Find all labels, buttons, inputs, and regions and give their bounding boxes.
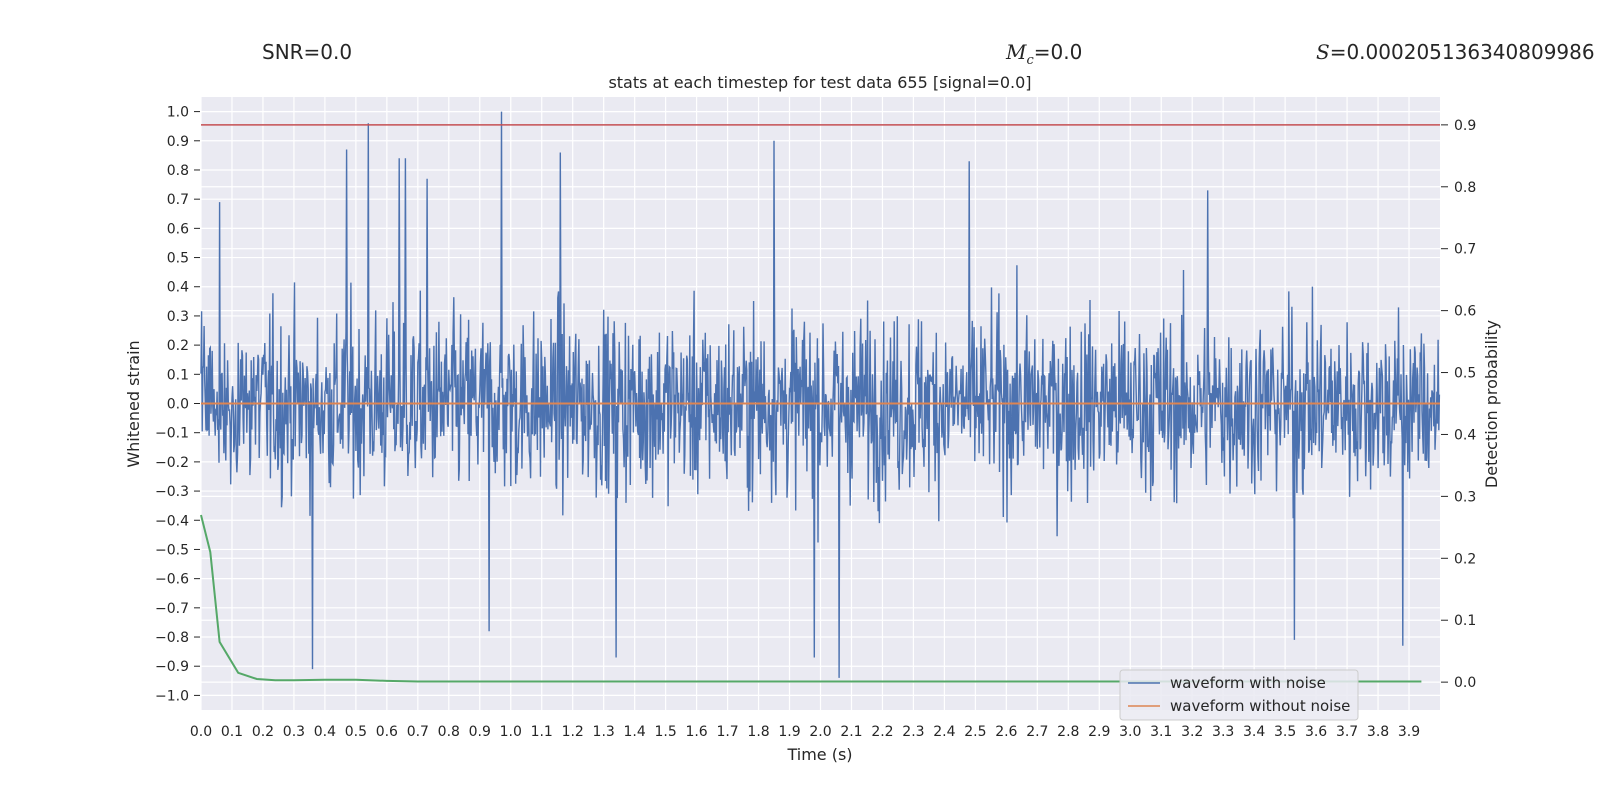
grid (200, 97, 1440, 710)
x-tick-label: 2.6 (995, 724, 1017, 740)
y-tick-label: −0.2 (155, 455, 189, 471)
s-value: =0.000205136340809986 (1329, 40, 1595, 64)
x-tick-label: 1.8 (747, 724, 769, 740)
x-tick-label: 2.5 (964, 724, 986, 740)
y2-tick-label: 0.3 (1454, 489, 1476, 505)
x-tick-label: 2.7 (1026, 724, 1048, 740)
x-tick-label: 0.9 (469, 724, 491, 740)
y-tick-label: 0.6 (167, 221, 189, 237)
prob-line (200, 514, 1422, 683)
legend-label-noise: waveform with noise (1170, 674, 1326, 692)
x-tick-label: 2.9 (1088, 724, 1110, 740)
snr-label: SNR=0.0 (262, 40, 352, 64)
y-tick-label: 0.7 (167, 192, 189, 208)
legend-box (1119, 669, 1359, 721)
y2-tick-label: 0.6 (1454, 304, 1476, 320)
x-tick-label: 0.4 (314, 724, 336, 740)
x-tick-label: 0.8 (438, 724, 460, 740)
legend: waveform with noise waveform without noi… (1119, 669, 1359, 721)
x-tick-label: 3.4 (1243, 724, 1265, 740)
y2-tick-label: 0.5 (1454, 366, 1476, 382)
x-tick-label: 1.4 (624, 724, 646, 740)
y-tick-label: 0.5 (167, 251, 189, 267)
x-tick-label: 3.9 (1398, 724, 1420, 740)
y-tick-label: 1.0 (167, 105, 189, 121)
y-tick-label: 0.1 (167, 367, 189, 383)
x-tick-label: 0.5 (345, 724, 367, 740)
y2-tick-label: 0.4 (1454, 427, 1476, 443)
y2-tick-label: 0.1 (1454, 613, 1476, 629)
x-tick-label: 2.4 (933, 724, 955, 740)
y-tick-label: −1.0 (155, 688, 189, 704)
x-tick-label: 0.3 (283, 724, 305, 740)
x-tick-label: 3.1 (1150, 724, 1172, 740)
y2-tick-label: 0.7 (1454, 242, 1476, 258)
x-tick-label: 0.7 (407, 724, 429, 740)
y2-tick-label: 0.2 (1454, 551, 1476, 567)
y-tick-label: 0.8 (167, 163, 189, 179)
x-axis-ticks: 0.0 0.1 0.2 0.3 0.4 0.5 0.6 0.7 0.8 0.9 1.0 1.1 1.2 1… (190, 724, 1420, 740)
y-tick-label: 0.2 (167, 338, 189, 354)
x-tick-label: 3.6 (1305, 724, 1327, 740)
x-tick-label: 1.0 (500, 724, 522, 740)
mc-subscript: c (1026, 53, 1034, 68)
y-axis-ticks: 1.0 0.9 0.8 0.7 0.6 0.5 0.4 0.3 0.2 0.1 0.0 −0.1 −0.… (155, 105, 200, 704)
x-tick-label: 0.0 (190, 724, 212, 740)
legend-label-clean: waveform without noise (1170, 697, 1350, 715)
y-tick-label: −0.1 (155, 426, 189, 442)
mc-value: =0.0 (1033, 40, 1083, 64)
y-tick-label: −0.8 (155, 630, 189, 646)
y-tick-label: −0.3 (155, 484, 189, 500)
x-tick-label: 3.7 (1336, 724, 1358, 740)
y2-axis-ticks: 0.9 0.8 0.7 0.6 0.5 0.4 0.3 0.2 0.1 0.0 (1441, 118, 1476, 691)
x-tick-label: 3.8 (1367, 724, 1389, 740)
y-tick-label: −0.4 (155, 513, 189, 529)
series-waveform-with-noise (200, 111, 1441, 678)
noise-line (200, 111, 1441, 678)
x-tick-label: 0.6 (376, 724, 398, 740)
s-symbol: S (1316, 40, 1330, 64)
snr-text: SNR=0.0 (262, 40, 353, 64)
mc-symbol: M (1006, 40, 1027, 64)
x-tick-label: 2.3 (902, 724, 924, 740)
y-tick-label: 0.3 (167, 309, 189, 325)
x-tick-label: 1.9 (778, 724, 800, 740)
y2-tick-label: 0.0 (1454, 675, 1476, 691)
y2-axis-label: Detection probability (1482, 320, 1501, 488)
x-tick-label: 3.5 (1274, 724, 1296, 740)
x-tick-label: 1.7 (716, 724, 738, 740)
x-tick-label: 0.1 (221, 724, 243, 740)
y-tick-label: 0.9 (167, 134, 189, 150)
x-axis-label: Time (s) (786, 745, 852, 764)
x-tick-label: 3.2 (1181, 724, 1203, 740)
x-tick-label: 2.0 (809, 724, 831, 740)
x-tick-label: 0.2 (252, 724, 274, 740)
x-tick-label: 2.8 (1057, 724, 1079, 740)
x-tick-label: 3.3 (1212, 724, 1234, 740)
mc-label: Mc=0.0 (1006, 40, 1082, 68)
x-tick-label: 1.2 (562, 724, 584, 740)
series-detection-probability (200, 514, 1422, 683)
y-tick-label: −0.9 (155, 659, 189, 675)
x-tick-label: 1.1 (531, 724, 553, 740)
y-tick-label: 0.0 (167, 397, 189, 413)
y-tick-label: −0.5 (155, 542, 189, 558)
y-axis-label: Whitened strain (124, 340, 143, 467)
y-tick-label: −0.7 (155, 601, 189, 617)
y-tick-label: −0.6 (155, 572, 189, 588)
s-label: S=0.000205136340809986 (1316, 40, 1595, 64)
y2-tick-label: 0.8 (1454, 180, 1476, 196)
x-tick-label: 1.6 (685, 724, 707, 740)
x-tick-label: 3.0 (1119, 724, 1141, 740)
x-tick-label: 1.3 (593, 724, 615, 740)
y2-tick-label: 0.9 (1454, 118, 1476, 134)
chart-title: stats at each timestep for test data 655… (608, 73, 1031, 92)
y-tick-label: 0.4 (167, 280, 189, 296)
x-tick-label: 2.2 (871, 724, 893, 740)
x-tick-label: 2.1 (840, 724, 862, 740)
x-tick-label: 1.5 (654, 724, 676, 740)
